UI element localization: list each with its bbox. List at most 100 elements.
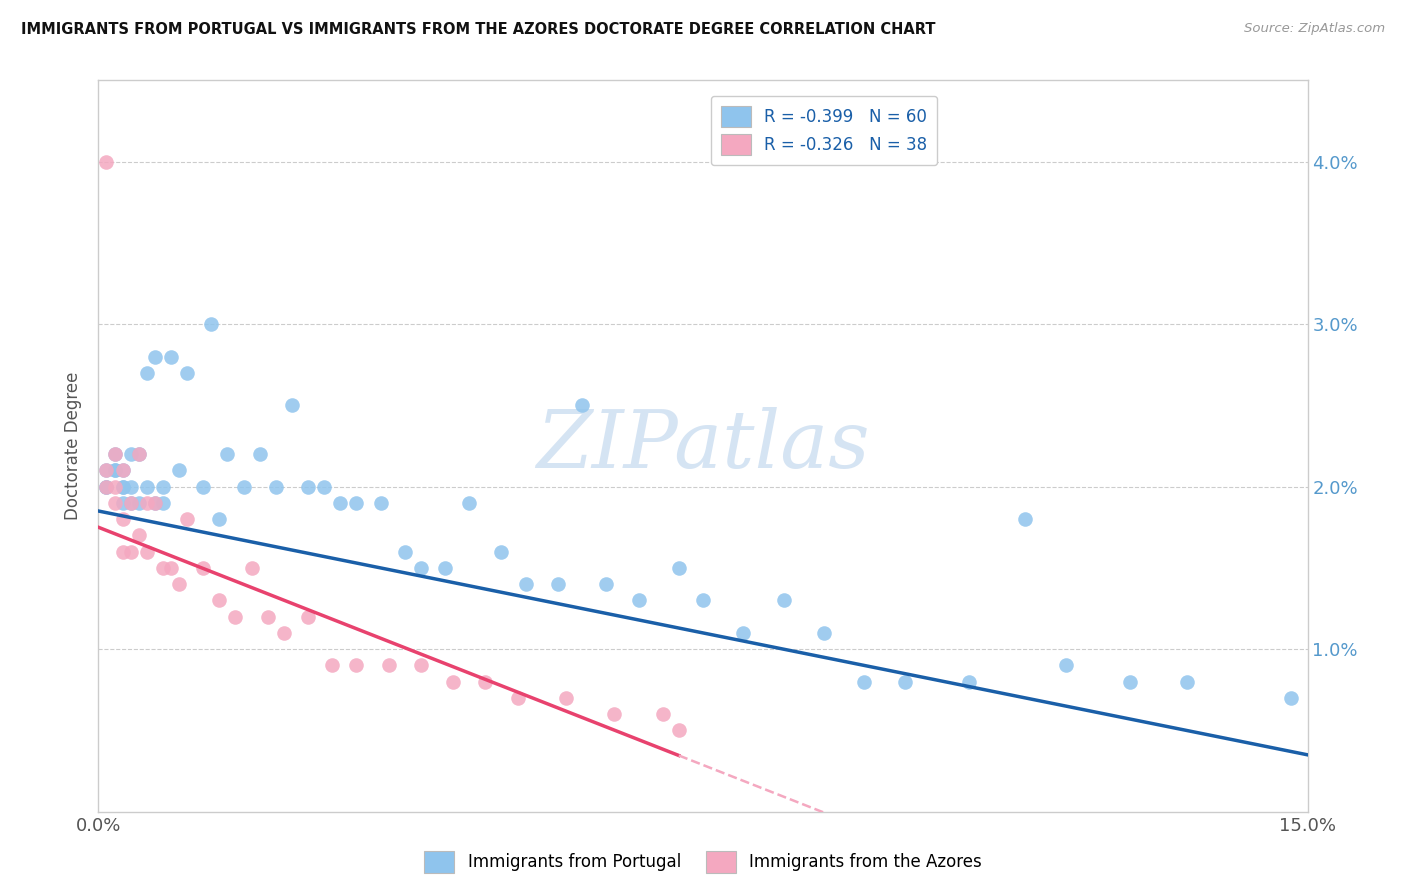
Point (176, 366, 198, 380)
Point (344, 658, 367, 673)
Point (143, 496, 166, 510)
Legend: R = -0.399   N = 60, R = -0.326   N = 38: R = -0.399 N = 60, R = -0.326 N = 38 (710, 96, 938, 165)
Point (103, 447, 125, 461)
Point (96, 480, 118, 494)
Point (1014, 512, 1036, 526)
Y-axis label: Doctorate Degree: Doctorate Degree (65, 372, 83, 520)
Point (103, 463, 125, 477)
Point (128, 447, 150, 461)
Point (120, 496, 142, 510)
Point (193, 480, 215, 494)
Point (377, 658, 399, 673)
Point (111, 496, 134, 510)
Point (111, 512, 134, 526)
Point (232, 480, 254, 494)
Point (103, 480, 125, 494)
Point (297, 480, 319, 494)
Point (1054, 658, 1077, 673)
Point (458, 496, 481, 510)
Point (152, 496, 174, 510)
Point (152, 480, 174, 494)
Point (96, 480, 118, 494)
Point (297, 609, 319, 624)
Point (329, 496, 352, 510)
Point (128, 447, 150, 461)
Point (200, 317, 222, 331)
Point (264, 480, 287, 494)
Point (135, 480, 157, 494)
Point (120, 544, 142, 558)
Point (111, 480, 134, 494)
Point (772, 593, 794, 607)
Point (128, 528, 150, 542)
Point (434, 561, 457, 575)
Point (409, 658, 432, 673)
Point (515, 577, 537, 591)
Text: ZIPatlas: ZIPatlas (536, 408, 870, 484)
Point (1175, 674, 1198, 689)
Point (321, 658, 343, 673)
Point (111, 463, 134, 477)
Point (167, 577, 190, 591)
Point (344, 496, 367, 510)
Point (103, 496, 125, 510)
Point (111, 480, 134, 494)
Point (441, 674, 464, 689)
Point (668, 723, 690, 738)
Point (143, 350, 166, 364)
Point (603, 707, 626, 722)
Point (193, 561, 215, 575)
Point (409, 561, 432, 575)
Point (394, 544, 416, 558)
Point (135, 544, 157, 558)
Point (555, 690, 578, 705)
Point (120, 496, 142, 510)
Point (733, 626, 755, 640)
Point (547, 577, 569, 591)
Point (273, 626, 295, 640)
Point (135, 366, 157, 380)
Point (96, 480, 118, 494)
Point (571, 398, 593, 412)
Point (627, 593, 650, 607)
Text: IMMIGRANTS FROM PORTUGAL VS IMMIGRANTS FROM THE AZORES DOCTORATE DEGREE CORRELAT: IMMIGRANTS FROM PORTUGAL VS IMMIGRANTS F… (21, 22, 935, 37)
Point (853, 674, 876, 689)
Point (370, 496, 392, 510)
Point (692, 593, 714, 607)
Point (240, 561, 263, 575)
Text: Source: ZipAtlas.com: Source: ZipAtlas.com (1244, 22, 1385, 36)
Point (103, 447, 125, 461)
Point (893, 674, 915, 689)
Point (208, 512, 231, 526)
Point (281, 398, 304, 412)
Point (120, 447, 142, 461)
Point (1119, 674, 1142, 689)
Point (96, 463, 118, 477)
Point (957, 674, 980, 689)
Legend: Immigrants from Portugal, Immigrants from the Azores: Immigrants from Portugal, Immigrants fro… (418, 845, 988, 880)
Point (651, 707, 673, 722)
Point (249, 447, 271, 461)
Point (103, 463, 125, 477)
Point (595, 577, 617, 591)
Point (1281, 690, 1303, 705)
Point (160, 561, 183, 575)
Point (217, 447, 239, 461)
Point (491, 544, 513, 558)
Point (143, 496, 166, 510)
Point (152, 561, 174, 575)
Point (111, 544, 134, 558)
Point (208, 593, 231, 607)
Point (474, 674, 496, 689)
Point (813, 626, 835, 640)
Point (506, 690, 529, 705)
Point (96, 154, 118, 169)
Point (314, 480, 336, 494)
Point (224, 609, 246, 624)
Point (167, 463, 190, 477)
Point (111, 463, 134, 477)
Point (256, 609, 278, 624)
Point (160, 350, 183, 364)
Point (135, 496, 157, 510)
Point (668, 561, 690, 575)
